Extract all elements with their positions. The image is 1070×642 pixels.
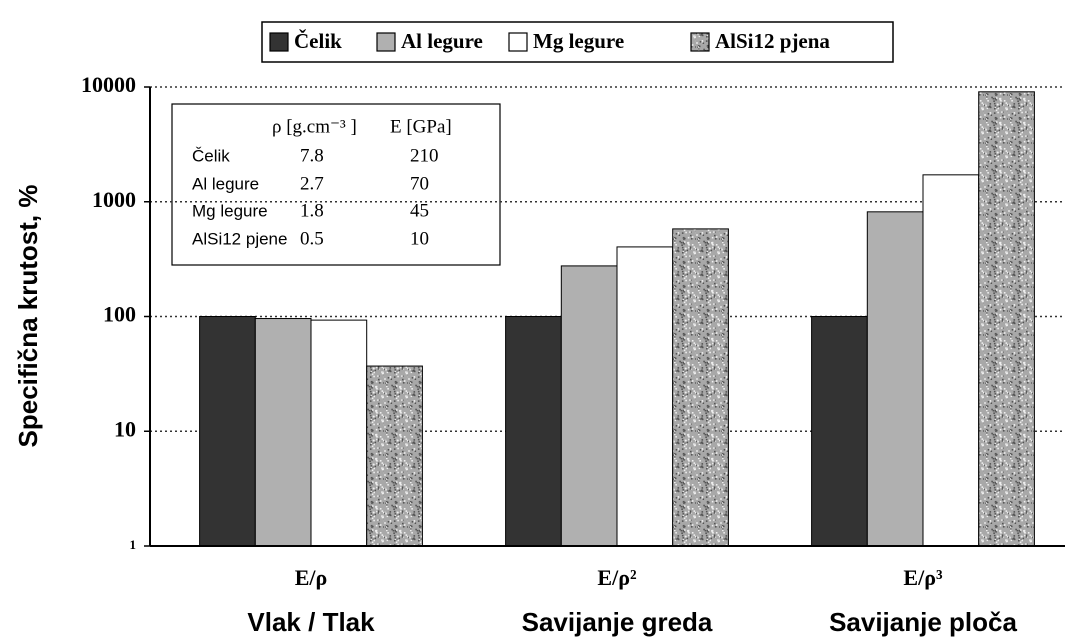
- bar: [672, 228, 729, 547]
- bar: [978, 91, 1035, 547]
- group-label: Savijanje greda: [522, 607, 713, 637]
- inset-cell: Al legure: [192, 174, 259, 193]
- legend-swatch: [508, 32, 528, 52]
- legend-swatch: [690, 32, 710, 52]
- y-tick-label: 1000: [92, 187, 136, 212]
- inset-cell: Mg legure: [192, 201, 268, 220]
- bar: [811, 316, 868, 547]
- bar: [254, 318, 312, 547]
- inset-cell: 210: [410, 145, 439, 166]
- bar: [922, 174, 980, 547]
- inset-header: ρ [g.cm⁻³ ]: [272, 116, 357, 137]
- bar: [366, 365, 423, 547]
- y-tick-label: 100: [103, 302, 136, 327]
- inset-cell: 1.8: [300, 200, 324, 221]
- group-label: Vlak / Tlak: [247, 607, 375, 637]
- inset-cell: 10: [410, 228, 429, 249]
- bar: [560, 265, 618, 547]
- inset-box: [171, 103, 501, 266]
- inset-cell: AlSi12 pjene: [192, 229, 287, 248]
- inset-cell: 70: [410, 173, 429, 194]
- legend-label: Al legure: [401, 29, 483, 53]
- legend-swatch: [269, 32, 289, 52]
- legend-label: AlSi12 pjena: [715, 29, 830, 53]
- x-tick-label: E/ρ²: [597, 565, 637, 590]
- bar: [310, 319, 368, 547]
- legend-label: Mg legure: [533, 29, 624, 53]
- legend-box: [261, 21, 894, 63]
- inset-cell: Čelik: [192, 146, 230, 165]
- group-label: Savijanje ploča: [829, 607, 1017, 637]
- y-tick-label: 1: [130, 537, 137, 552]
- x-tick-label: E/ρ³: [903, 565, 943, 590]
- inset-cell: 7.8: [300, 145, 324, 166]
- bar: [866, 211, 924, 547]
- bar: [505, 316, 562, 547]
- legend-label: Čelik: [294, 29, 342, 53]
- inset-cell: 0.5: [300, 228, 324, 249]
- bar: [616, 246, 674, 547]
- inset-header: E [GPa]: [390, 116, 452, 137]
- inset-cell: 45: [410, 200, 429, 221]
- x-tick-label: E/ρ: [295, 565, 328, 590]
- y-axis-label: Specifična krutost, %: [13, 185, 43, 448]
- bar: [199, 316, 256, 547]
- inset-cell: 2.7: [300, 173, 324, 194]
- y-tick-label: 10000: [81, 72, 136, 97]
- y-tick-label: 10: [114, 416, 136, 441]
- legend-swatch: [376, 32, 396, 52]
